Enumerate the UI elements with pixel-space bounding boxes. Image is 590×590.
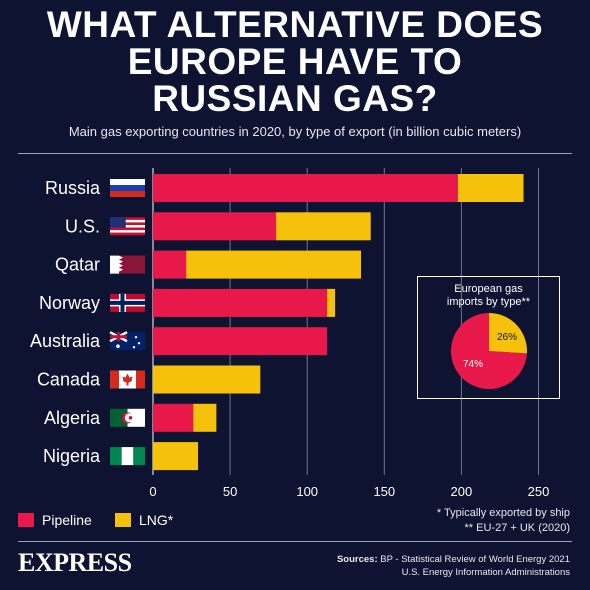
algeria-flag <box>110 408 145 427</box>
lng-bar <box>327 288 336 317</box>
x-tick-label: 150 <box>373 484 395 499</box>
flag-band <box>136 370 145 389</box>
express-logo: EXPRESS <box>18 548 132 577</box>
inset-title: European gas imports by type** <box>418 283 559 309</box>
flag-stripe <box>110 217 145 220</box>
chart-subtitle: Main gas exporting countries in 2020, by… <box>68 124 522 139</box>
flag-stripe <box>110 227 145 231</box>
x-tick-label: 250 <box>528 484 550 499</box>
category-label: U.S. <box>65 216 100 236</box>
flag-star <box>137 342 141 345</box>
russia-flag <box>110 179 145 197</box>
flag-half <box>127 408 145 427</box>
canada-flag <box>110 370 145 389</box>
pipeline-bar <box>153 403 194 432</box>
chart-title: WHAT ALTERNATIVE DOES EUROPE HAVE TO RUS… <box>0 6 590 117</box>
flag-star <box>134 336 138 339</box>
title-line-3: RUSSIAN GAS? <box>152 78 438 119</box>
legend-lng: LNG* <box>115 512 173 528</box>
legend-pipeline-label: Pipeline <box>42 512 92 528</box>
pie-label-pipeline: 74% <box>463 359 483 370</box>
x-tick-label: 50 <box>223 484 237 499</box>
lng-bar <box>153 442 199 471</box>
flag-band <box>110 255 123 274</box>
flag-star <box>116 344 120 348</box>
flag-star <box>128 416 133 420</box>
pipeline-bar <box>153 212 277 241</box>
bar-chart: 0 50 100 150 200 250 Russia U.S. Qatar Norway Aust… <box>30 168 550 499</box>
title-line-1: WHAT ALTERNATIVE DOES <box>46 4 544 45</box>
lng-bar <box>193 403 217 432</box>
flag-canton <box>110 217 126 228</box>
pipeline-bar <box>153 174 458 202</box>
lng-bar <box>186 250 362 279</box>
legend-lng-label: LNG* <box>139 512 174 528</box>
flag-stripe <box>121 447 134 466</box>
inset-pie-chart: 74% 26% <box>451 313 527 389</box>
flag-cross <box>110 300 145 305</box>
bottom-divider <box>18 541 572 542</box>
category-label: Algeria <box>44 408 101 428</box>
pie-slice-pipeline <box>451 313 527 389</box>
flag-stripe <box>133 447 145 466</box>
pipeline-bar <box>153 250 187 279</box>
nigeria-flag <box>110 447 145 466</box>
category-label: Qatar <box>55 255 100 275</box>
category-label: Nigeria <box>43 446 101 466</box>
qatar-flag <box>110 255 145 274</box>
sources-label: Sources: <box>336 554 378 565</box>
australia-flag <box>109 331 145 351</box>
title-line-2: EUROPE HAVE TO <box>127 41 463 82</box>
flag-stripe <box>110 219 145 223</box>
pipeline-bar <box>153 288 328 317</box>
footnotes: * Typically exported by ship ** EU-27 + … <box>437 506 570 536</box>
pipeline-swatch <box>18 513 34 527</box>
flag-stripe <box>110 447 122 466</box>
maple-leaf <box>122 373 133 386</box>
lng-bar <box>276 212 371 241</box>
category-label: Canada <box>37 370 101 390</box>
sources: Sources: BP - Statistical Review of Worl… <box>337 553 570 579</box>
flag-band <box>110 370 119 389</box>
flag-cross <box>110 335 127 339</box>
footnote-2: ** EU-27 + UK (2020) <box>464 522 570 534</box>
x-tick-label: 100 <box>296 484 318 499</box>
x-tick-label: 200 <box>451 484 473 499</box>
inset-pie-box: European gas imports by type** 74% 26% <box>417 276 560 399</box>
inset-title-line-2: imports by type** <box>446 296 531 308</box>
lng-bar <box>457 174 524 202</box>
category-label: Norway <box>39 293 100 313</box>
category-label: Russia <box>45 178 101 198</box>
legend-pipeline: Pipeline <box>18 512 92 528</box>
category-label: Australia <box>30 331 101 351</box>
x-tick-label: 0 <box>149 484 156 499</box>
pipeline-bar <box>153 327 328 356</box>
pie-slice-lng <box>489 313 527 354</box>
inset-title-line-1: European gas <box>454 283 523 295</box>
flag-stripe <box>110 179 145 185</box>
flag-star <box>132 346 136 349</box>
lng-bar <box>153 365 261 394</box>
flag-stripe <box>110 225 145 228</box>
footnote-1: * Typically exported by ship <box>436 507 570 519</box>
pie-label-lng: 26% <box>497 332 517 343</box>
us-flag <box>110 217 145 236</box>
source-2: U.S. Energy Information Administrations <box>401 567 570 578</box>
flag-stripe <box>110 191 145 197</box>
flag-half <box>110 408 128 427</box>
flag-stripe <box>110 222 145 226</box>
norway-flag <box>110 293 145 312</box>
lng-swatch <box>115 513 131 527</box>
top-divider <box>18 153 572 154</box>
flag-stripe <box>110 232 145 236</box>
source-1: BP - Statistical Review of World Energy … <box>380 554 570 565</box>
flag-stripe <box>110 230 145 233</box>
flag-stripe <box>110 185 145 191</box>
